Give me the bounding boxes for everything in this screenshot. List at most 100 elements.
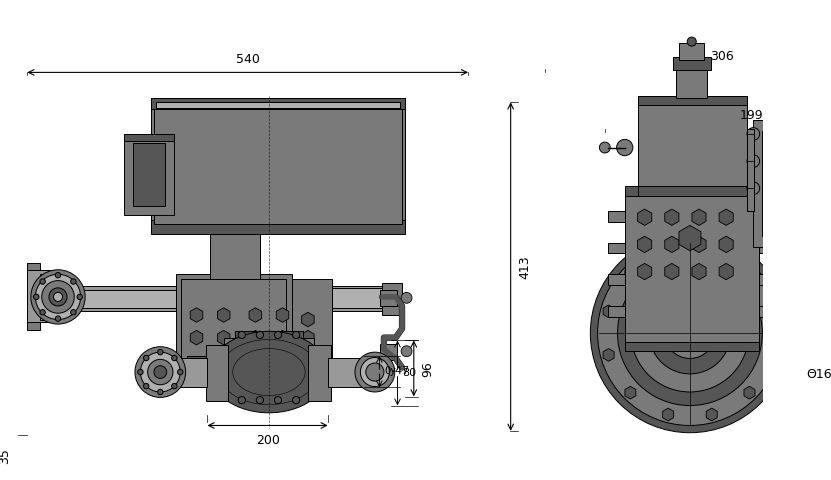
Circle shape [747,182,760,195]
Polygon shape [665,264,679,280]
Bar [382,284,402,315]
Polygon shape [744,268,755,280]
Polygon shape [719,264,733,280]
Bar [676,67,707,98]
Bar [766,135,831,233]
Circle shape [361,358,390,387]
Polygon shape [625,268,636,280]
Circle shape [56,316,61,322]
Bar [754,121,831,248]
Circle shape [617,261,762,406]
Circle shape [144,384,149,389]
Polygon shape [692,264,706,280]
Bar [235,393,303,402]
Bar [124,135,174,142]
Circle shape [747,156,760,168]
Bar [638,187,747,196]
Circle shape [256,332,263,339]
Circle shape [293,396,300,404]
Bar [224,338,314,401]
Bar [673,58,711,71]
Bar [214,198,255,234]
Circle shape [40,279,46,285]
Circle shape [238,396,245,404]
Bar [40,275,57,320]
Bar [27,270,54,323]
Circle shape [401,293,412,304]
Circle shape [71,310,76,315]
Bar [608,275,625,286]
Text: 35: 35 [0,447,11,463]
Bar [759,212,775,222]
Circle shape [599,143,610,154]
Text: 413: 413 [518,255,531,279]
Circle shape [631,275,749,392]
Polygon shape [302,331,314,345]
Bar [608,243,625,254]
Circle shape [71,279,76,285]
Polygon shape [190,308,203,323]
Circle shape [293,332,300,339]
Circle shape [53,293,62,302]
Bar [608,212,625,222]
Polygon shape [637,237,652,253]
Circle shape [274,332,282,339]
Polygon shape [637,210,652,226]
Circle shape [135,347,185,397]
Polygon shape [302,312,314,327]
Bar [782,96,813,107]
Circle shape [36,275,81,320]
Polygon shape [662,408,674,421]
Text: 540: 540 [236,53,259,66]
Polygon shape [706,408,717,421]
Polygon shape [692,237,706,253]
Circle shape [401,346,412,357]
Bar [759,243,775,254]
Polygon shape [662,246,674,259]
Polygon shape [692,210,706,226]
Circle shape [148,360,173,385]
Polygon shape [603,305,614,318]
Polygon shape [637,264,652,280]
Polygon shape [249,331,262,345]
Circle shape [33,295,39,300]
Bar [759,306,775,317]
Bar [327,359,375,388]
Polygon shape [190,331,203,345]
Circle shape [747,128,760,141]
Text: Θ160: Θ160 [806,368,831,381]
Bar [154,109,402,225]
Circle shape [274,396,282,404]
Circle shape [617,140,633,156]
Polygon shape [218,331,230,345]
Circle shape [256,396,263,404]
Polygon shape [276,331,289,345]
Bar [381,290,396,306]
Circle shape [665,308,715,359]
Polygon shape [603,349,614,361]
Bar [759,275,775,286]
Polygon shape [665,237,679,253]
Polygon shape [218,308,230,323]
Polygon shape [249,308,262,323]
Polygon shape [719,210,733,226]
Bar [74,287,175,312]
Bar [608,306,625,317]
Circle shape [49,288,67,306]
Text: 200: 200 [256,433,279,446]
Bar [210,229,260,279]
Circle shape [31,270,85,324]
Bar [762,132,831,237]
Text: 199: 199 [740,109,764,122]
Bar [47,287,57,298]
Bar [175,275,292,365]
Circle shape [158,350,163,355]
Circle shape [77,295,82,300]
Polygon shape [276,308,289,323]
Bar [332,288,382,308]
Text: 306: 306 [710,49,734,62]
Bar [381,344,396,360]
Bar [747,130,755,212]
Circle shape [56,273,61,278]
Text: Ѹ47: Ѹ47 [384,365,409,375]
